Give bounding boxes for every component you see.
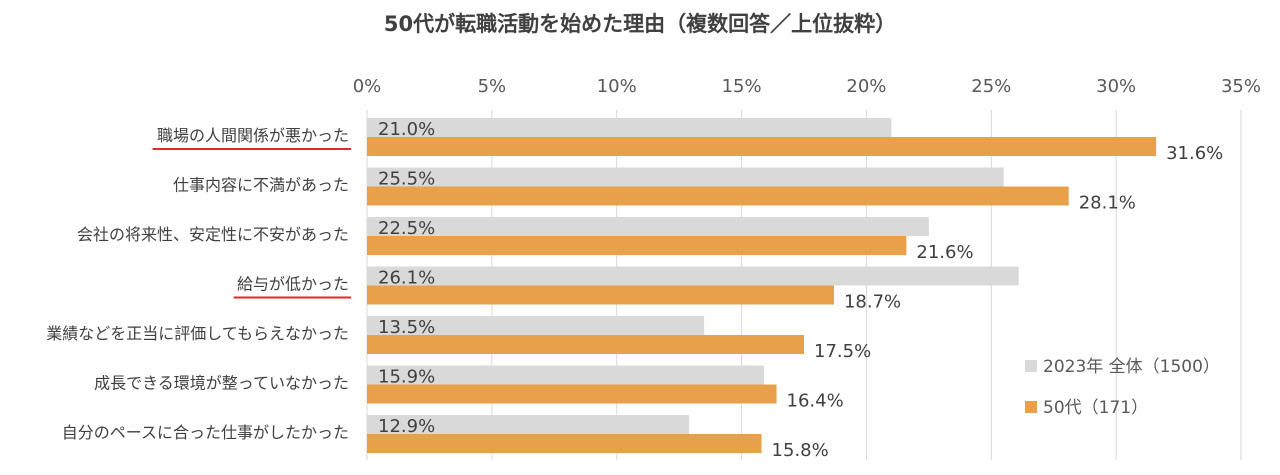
category-label: 自分のペースに合った仕事がしたかった <box>62 423 349 442</box>
bar-50s <box>367 285 834 305</box>
legend-swatch-50s <box>1025 401 1037 413</box>
data-label-overall: 26.1% <box>378 268 435 289</box>
bar-overall <box>367 316 705 335</box>
data-label-50s: 17.5% <box>814 341 871 362</box>
x-tick-label: 30% <box>1096 76 1136 97</box>
bar-50s <box>367 186 1069 206</box>
category-label: 会社の将来性、安定性に不安があった <box>77 225 349 244</box>
bar-overall <box>367 415 690 434</box>
data-label-50s: 16.4% <box>787 391 844 412</box>
x-tick-label: 25% <box>971 76 1011 97</box>
bar-overall <box>367 167 1004 187</box>
x-tick-label: 0% <box>353 76 382 97</box>
data-label-overall: 15.9% <box>378 367 435 388</box>
legend-label-50s: 50代（171） <box>1043 398 1148 418</box>
data-label-50s: 15.8% <box>772 440 829 461</box>
x-tick-label: 20% <box>846 76 886 97</box>
bar-overall <box>367 217 929 236</box>
category-label: 給与が低かった <box>237 275 349 294</box>
data-label-overall: 25.5% <box>378 169 435 190</box>
bar-overall <box>367 266 1019 286</box>
bar-50s <box>367 335 804 354</box>
data-label-overall: 13.5% <box>378 317 435 338</box>
bar-50s <box>367 384 777 404</box>
data-label-50s: 28.1% <box>1079 193 1136 214</box>
bar-50s <box>367 434 762 453</box>
data-label-50s: 31.6% <box>1166 143 1223 164</box>
category-label: 成長できる環境が整っていなかった <box>94 374 349 393</box>
bar-50s <box>367 137 1157 156</box>
x-tick-label: 35% <box>1221 76 1261 97</box>
data-label-overall: 21.0% <box>378 119 435 140</box>
bar-overall <box>367 118 892 137</box>
category-label: 業績などを正当に評価してもらえなかった <box>46 324 349 343</box>
data-label-overall: 22.5% <box>378 218 435 239</box>
x-tick-label: 10% <box>597 76 637 97</box>
category-label: 職場の人間関係が悪かった <box>157 126 349 145</box>
bar-overall <box>367 365 765 385</box>
chart-title: 50代が転職活動を始めた理由（複数回答／上位抜粋） <box>383 12 897 36</box>
x-tick-label: 5% <box>478 76 507 97</box>
data-label-50s: 21.6% <box>916 242 973 263</box>
x-tick-label: 15% <box>722 76 762 97</box>
data-label-overall: 12.9% <box>378 416 435 437</box>
category-label: 仕事内容に不満があった <box>173 176 349 195</box>
data-label-50s: 18.7% <box>844 292 901 313</box>
legend-label-overall: 2023年 全体（1500） <box>1043 357 1220 377</box>
bar-50s <box>367 236 907 255</box>
legend-swatch-overall <box>1025 360 1037 372</box>
